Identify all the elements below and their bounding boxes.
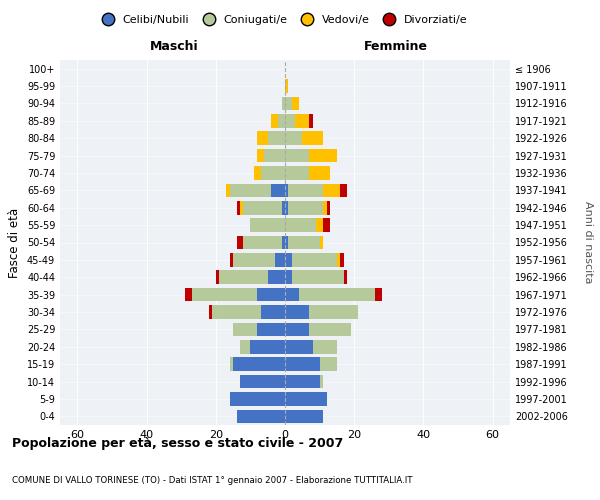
Bar xyxy=(289,236,320,250)
Bar xyxy=(285,270,292,284)
Bar xyxy=(271,184,285,197)
Bar xyxy=(236,410,285,423)
Bar xyxy=(292,270,344,284)
Bar xyxy=(299,288,375,302)
Text: Popolazione per età, sesso e stato civile - 2007: Popolazione per età, sesso e stato civil… xyxy=(12,437,343,450)
Bar xyxy=(285,288,299,302)
Bar xyxy=(285,358,320,371)
Bar xyxy=(285,218,316,232)
Bar xyxy=(278,114,285,128)
Bar xyxy=(323,201,326,214)
Bar xyxy=(261,166,285,180)
Legend: Celibi/Nubili, Coniugati/e, Vedovi/e, Divorziati/e: Celibi/Nubili, Coniugati/e, Vedovi/e, Di… xyxy=(92,10,472,29)
Text: Femmine: Femmine xyxy=(364,40,428,52)
Bar xyxy=(230,184,271,197)
Bar xyxy=(209,305,212,319)
Bar xyxy=(285,201,289,214)
Bar xyxy=(257,288,285,302)
Bar xyxy=(233,322,257,336)
Text: Anni di nascita: Anni di nascita xyxy=(583,201,593,284)
Bar xyxy=(337,253,340,266)
Bar xyxy=(285,340,313,353)
Bar xyxy=(285,392,326,406)
Bar xyxy=(257,132,268,145)
Bar xyxy=(323,218,330,232)
Bar xyxy=(236,201,240,214)
Bar xyxy=(292,96,299,110)
Bar xyxy=(268,270,285,284)
Y-axis label: Fasce di età: Fasce di età xyxy=(8,208,21,278)
Bar xyxy=(261,305,285,319)
Bar xyxy=(285,96,292,110)
Bar xyxy=(257,322,285,336)
Bar xyxy=(257,149,264,162)
Bar xyxy=(302,132,323,145)
Bar xyxy=(244,236,281,250)
Bar xyxy=(285,166,309,180)
Bar xyxy=(295,114,309,128)
Bar xyxy=(292,253,337,266)
Bar xyxy=(309,305,358,319)
Bar xyxy=(264,149,285,162)
Bar xyxy=(275,253,285,266)
Bar xyxy=(309,114,313,128)
Bar xyxy=(320,236,323,250)
Bar xyxy=(185,288,191,302)
Bar xyxy=(375,288,382,302)
Bar xyxy=(281,96,285,110)
Bar xyxy=(340,253,344,266)
Bar xyxy=(244,201,281,214)
Bar xyxy=(240,340,250,353)
Bar xyxy=(236,236,244,250)
Bar xyxy=(285,80,289,93)
Bar xyxy=(316,218,323,232)
Bar xyxy=(271,114,278,128)
Bar xyxy=(233,358,285,371)
Bar xyxy=(285,149,309,162)
Bar xyxy=(212,305,261,319)
Bar xyxy=(250,340,285,353)
Bar xyxy=(285,410,323,423)
Bar xyxy=(320,375,323,388)
Bar xyxy=(289,184,323,197)
Text: Maschi: Maschi xyxy=(150,40,199,52)
Bar xyxy=(233,253,275,266)
Bar xyxy=(191,288,257,302)
Bar xyxy=(219,270,268,284)
Bar xyxy=(226,184,230,197)
Bar xyxy=(344,270,347,284)
Bar xyxy=(268,132,285,145)
Bar xyxy=(326,201,330,214)
Bar xyxy=(309,322,351,336)
Bar xyxy=(285,322,309,336)
Bar xyxy=(250,218,285,232)
Bar xyxy=(340,184,347,197)
Bar xyxy=(313,340,337,353)
Bar xyxy=(285,305,309,319)
Bar xyxy=(289,201,323,214)
Bar xyxy=(216,270,219,284)
Bar xyxy=(309,166,330,180)
Bar xyxy=(230,253,233,266)
Bar xyxy=(285,132,302,145)
Bar xyxy=(285,114,295,128)
Bar xyxy=(323,184,340,197)
Bar xyxy=(285,184,289,197)
Bar xyxy=(240,201,244,214)
Bar xyxy=(281,236,285,250)
Bar xyxy=(285,253,292,266)
Bar xyxy=(281,201,285,214)
Bar xyxy=(285,236,289,250)
Bar xyxy=(254,166,261,180)
Bar xyxy=(230,392,285,406)
Bar xyxy=(320,358,337,371)
Bar xyxy=(230,358,233,371)
Bar xyxy=(309,149,337,162)
Text: COMUNE DI VALLO TORINESE (TO) - Dati ISTAT 1° gennaio 2007 - Elaborazione TUTTIT: COMUNE DI VALLO TORINESE (TO) - Dati IST… xyxy=(12,476,413,485)
Bar xyxy=(285,375,320,388)
Bar xyxy=(240,375,285,388)
